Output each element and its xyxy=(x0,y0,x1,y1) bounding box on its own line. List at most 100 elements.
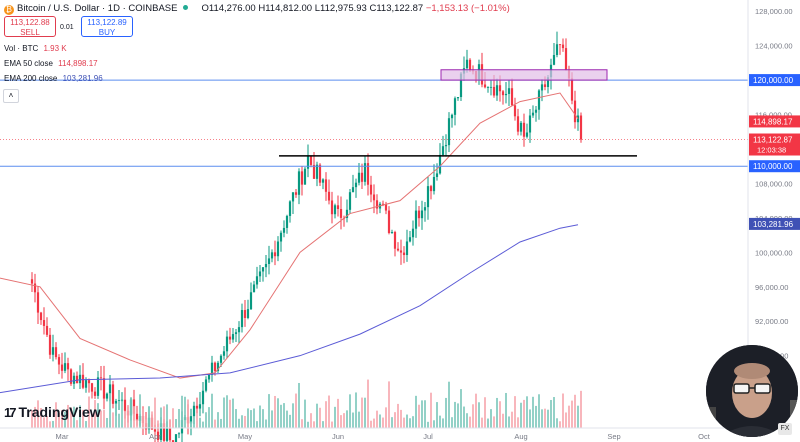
candle-body xyxy=(417,210,421,219)
candle-body xyxy=(528,115,532,133)
volume-bar xyxy=(151,411,153,428)
volume-bar xyxy=(187,399,189,428)
volume-bar xyxy=(535,405,537,428)
volume-bar xyxy=(307,421,309,428)
candle-body xyxy=(300,171,304,185)
candle-body xyxy=(552,54,556,65)
candle-body xyxy=(546,77,550,87)
volume-bar xyxy=(286,410,288,428)
spread-value: 0.01 xyxy=(60,24,74,31)
candle-body xyxy=(456,97,460,99)
volume-bar xyxy=(103,409,105,428)
candle-body xyxy=(522,122,526,137)
candle-body xyxy=(558,44,562,46)
volume-bar xyxy=(61,410,63,428)
volume-bar xyxy=(160,407,162,428)
candle-body xyxy=(381,203,385,205)
volume-bar xyxy=(412,416,414,428)
candle-body xyxy=(75,375,79,384)
fx-button[interactable]: FX xyxy=(778,423,792,435)
volume-bar xyxy=(148,414,150,428)
volume-bar xyxy=(157,420,159,428)
volume-bar xyxy=(556,418,558,428)
time-tick-label: Aug xyxy=(514,432,527,441)
support-price-label: 110,000.00 xyxy=(753,162,793,171)
price-tick-label: 124,000.00 xyxy=(755,42,793,51)
candle-body xyxy=(504,93,508,96)
candle-body xyxy=(396,248,400,251)
volume-bar xyxy=(547,409,549,428)
candle-body xyxy=(156,431,160,440)
ohlc-high: H114,812.00 xyxy=(258,3,313,14)
ohlc-change: −1,153.13 (−1.01%) xyxy=(425,3,510,14)
candle-body xyxy=(438,154,442,174)
time-tick-label: Sep xyxy=(607,432,620,441)
volume-bar xyxy=(580,390,582,428)
candle-body xyxy=(81,374,85,388)
volume-bar xyxy=(568,405,570,428)
volume-bar xyxy=(520,402,522,428)
volume-bar xyxy=(91,413,93,428)
resistance-price-label-bg xyxy=(749,74,800,87)
sell-price: 113,122.88 xyxy=(10,18,50,27)
volume-bar xyxy=(40,407,42,428)
volume-bar xyxy=(82,409,84,428)
volume-bar xyxy=(496,397,498,428)
buy-price: 113,122.89 xyxy=(87,18,127,27)
candle-body xyxy=(237,327,241,333)
time-axis[interactable]: Mar Apr May Jun Jul Aug Sep Oct xyxy=(56,432,711,441)
candle-body xyxy=(195,405,199,409)
candle-body xyxy=(267,258,271,265)
tradingview-logo[interactable]: 17 TradingView xyxy=(4,404,101,420)
candle-body xyxy=(309,155,313,165)
volume-bar xyxy=(175,419,177,428)
candle-body xyxy=(354,182,358,188)
candle-body xyxy=(231,334,235,340)
candle-body xyxy=(318,164,322,183)
volume-bar xyxy=(208,407,210,428)
sell-button[interactable]: 113,122.88 SELL xyxy=(4,16,56,37)
volume-bar xyxy=(124,411,126,428)
volume-bar xyxy=(550,399,552,428)
volume-bar xyxy=(205,412,207,428)
volume-bar xyxy=(544,408,546,428)
candle-body xyxy=(69,369,73,384)
buy-button[interactable]: 113,122.89 BUY xyxy=(81,16,133,37)
candle-body xyxy=(288,201,292,216)
volume-bar xyxy=(325,401,327,428)
volume-bar xyxy=(565,412,567,428)
price-axis[interactable]: 84,000.0088,000.0092,000.0096,000.00100,… xyxy=(749,7,800,395)
candle-body xyxy=(84,380,88,388)
volume-bar xyxy=(229,399,231,428)
volume-bar xyxy=(121,400,123,428)
volume-bar xyxy=(487,418,489,428)
volume-bar xyxy=(130,397,132,428)
resistance-zone xyxy=(440,69,608,81)
candle-body xyxy=(42,320,46,326)
volume-bar xyxy=(361,397,363,428)
volume-bar xyxy=(283,403,285,428)
candle-body xyxy=(165,428,169,441)
collapse-legend-button[interactable]: ˄ xyxy=(3,89,19,103)
candle-body xyxy=(336,205,340,210)
ema200-legend[interactable]: EMA 200 close 103,281.96 xyxy=(4,74,103,83)
volume-bar xyxy=(478,402,480,428)
volume-bar xyxy=(436,402,438,428)
volume-bar xyxy=(298,382,300,428)
price-tick-label: 100,000.00 xyxy=(755,248,793,257)
volume-bar xyxy=(244,415,246,428)
volume-bar xyxy=(169,419,171,428)
ohlc-low: L112,975.93 xyxy=(314,3,367,14)
candle-body xyxy=(351,187,355,193)
volume-indicator-legend[interactable]: Vol · BTC 1.93 K xyxy=(4,44,67,53)
volume-bar xyxy=(340,415,342,428)
candle-body xyxy=(120,399,124,401)
buy-label: BUY xyxy=(98,28,116,37)
candle-body xyxy=(561,44,565,49)
symbol-title[interactable]: Bitcoin / U.S. Dollar · 1D · COINBASE xyxy=(17,3,178,14)
volume-bar xyxy=(481,417,483,428)
resistance-price-label: 120,000.00 xyxy=(753,76,794,85)
ema50-legend[interactable]: EMA 50 close 114,898.17 xyxy=(4,59,98,68)
volume-bar xyxy=(403,417,405,428)
